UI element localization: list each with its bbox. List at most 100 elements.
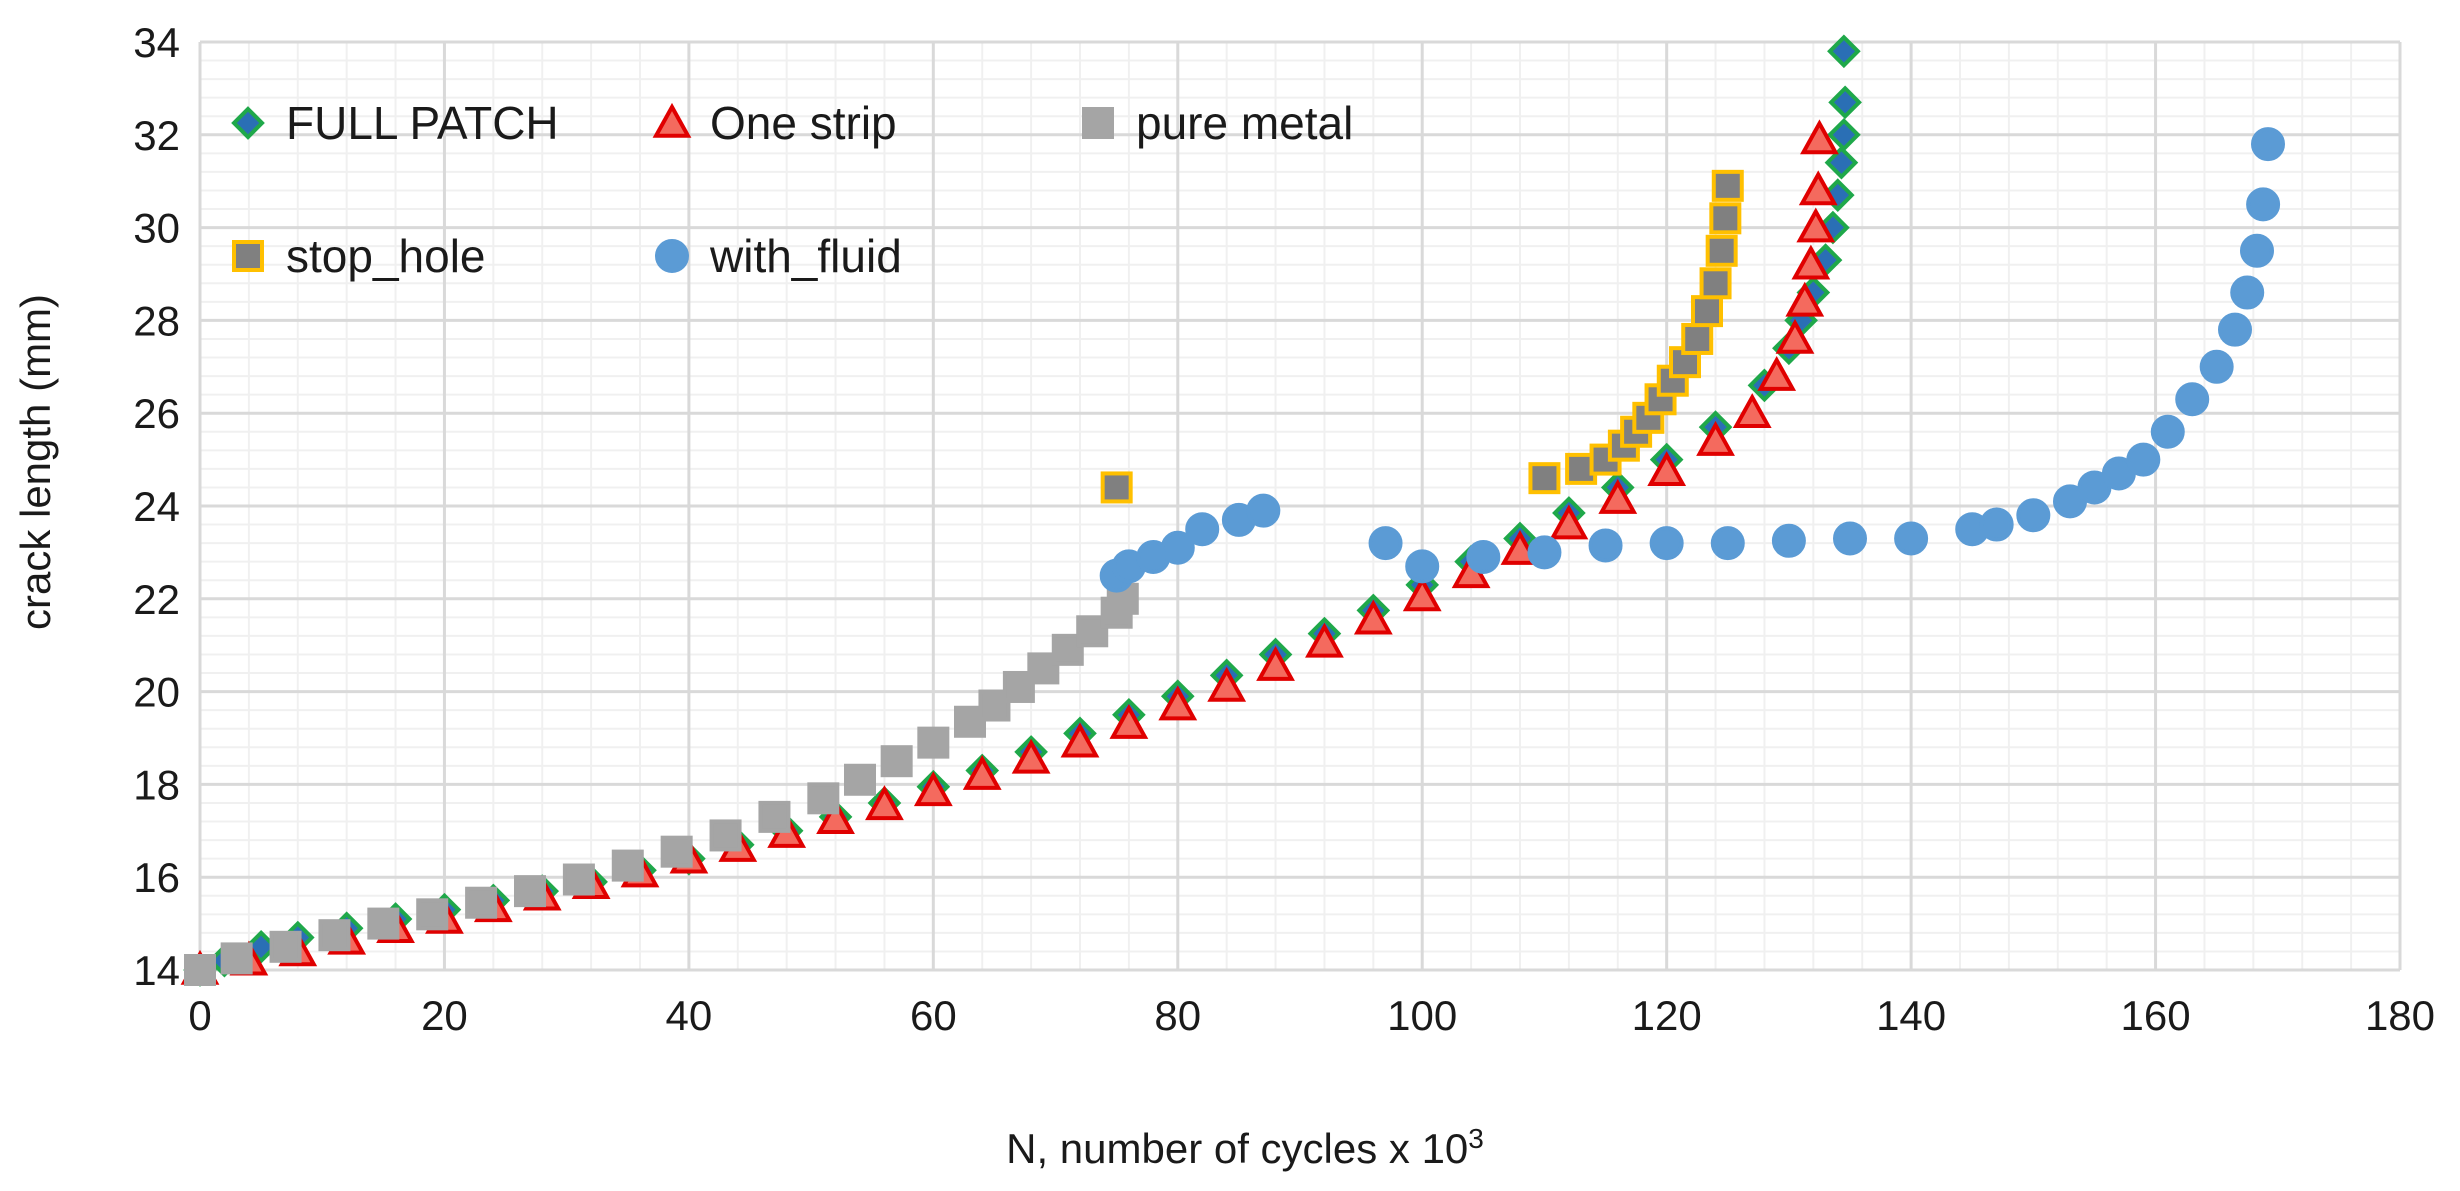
data-point xyxy=(807,782,840,815)
data-point xyxy=(1368,526,1403,561)
data-point xyxy=(1796,207,1836,243)
data-point xyxy=(1711,169,1744,202)
x-tick-label: 40 xyxy=(666,992,713,1039)
data-point xyxy=(1824,145,1859,180)
data-point xyxy=(611,849,644,882)
x-tick-label: 100 xyxy=(1387,992,1457,1039)
data-point xyxy=(367,907,400,940)
x-axis-label: N, number of cycles x 103 xyxy=(1006,1123,1484,1173)
legend-label: One strip xyxy=(710,97,897,149)
x-tick-label: 20 xyxy=(421,992,468,1039)
data-point xyxy=(1598,478,1638,514)
legend-label: stop_hole xyxy=(286,230,486,282)
data-point xyxy=(2240,233,2274,268)
data-point xyxy=(1827,34,1861,69)
data-point xyxy=(880,745,913,778)
data-point xyxy=(562,863,595,896)
data-point xyxy=(758,800,791,833)
data-point xyxy=(865,785,904,821)
series-stop-hole xyxy=(1100,169,1744,504)
data-point xyxy=(844,763,876,796)
legend-item: FULL PATCH xyxy=(231,97,559,149)
legend-marker-icon xyxy=(232,240,264,272)
data-point xyxy=(318,919,351,952)
data-point xyxy=(2150,414,2185,449)
data-point xyxy=(416,898,449,931)
data-point xyxy=(1011,738,1051,774)
x-axis-label-superscript: 3 xyxy=(1468,1123,1484,1154)
data-point xyxy=(1709,202,1742,235)
legend-item: pure metal xyxy=(1082,97,1353,149)
legend-item: with_fluid xyxy=(655,230,902,282)
data-point xyxy=(1791,244,1831,280)
data-point xyxy=(1466,540,1501,575)
x-tick-label: 160 xyxy=(2121,992,2191,1039)
data-point xyxy=(2016,498,2051,533)
data-point xyxy=(1800,119,1839,155)
y-tick-label: 16 xyxy=(133,854,180,901)
data-point xyxy=(709,819,742,852)
data-point xyxy=(913,771,953,807)
data-point xyxy=(917,726,950,759)
data-point xyxy=(1785,281,1825,317)
y-tick-label: 34 xyxy=(133,19,180,66)
data-point xyxy=(269,930,302,963)
data-point xyxy=(1696,420,1735,456)
legend-item: One strip xyxy=(652,97,897,149)
legend-label: pure metal xyxy=(1136,97,1353,149)
data-point xyxy=(1305,622,1344,658)
data-point xyxy=(1775,318,1815,354)
data-point xyxy=(2199,349,2234,384)
data-point xyxy=(2230,275,2265,310)
data-point xyxy=(660,835,693,868)
data-point xyxy=(1353,599,1393,635)
y-axis-ticks: 14 16 18 20 22 24 26 28 30 32 34 xyxy=(133,19,180,994)
data-point xyxy=(1647,451,1687,486)
data-point xyxy=(1649,526,1684,561)
y-axis-label: crack length (mm) xyxy=(12,294,59,630)
data-point xyxy=(1100,471,1133,504)
data-point xyxy=(514,875,546,908)
data-point xyxy=(1691,295,1723,328)
data-point xyxy=(1402,576,1442,612)
data-point xyxy=(1705,234,1738,267)
legend-item: stop_hole xyxy=(232,230,486,282)
legend-marker-icon xyxy=(655,239,689,273)
data-point xyxy=(1527,535,1562,570)
series-pure-metal xyxy=(184,582,1139,986)
data-point xyxy=(184,954,216,986)
data-point xyxy=(2175,382,2210,417)
data-point xyxy=(816,799,855,834)
data-point xyxy=(1405,549,1440,584)
data-point xyxy=(2218,312,2252,347)
data-point xyxy=(1828,85,1862,120)
y-tick-label: 28 xyxy=(133,297,180,344)
y-tick-label: 26 xyxy=(133,390,180,437)
y-tick-label: 30 xyxy=(133,205,180,252)
data-point xyxy=(1798,170,1838,206)
legend-marker-icon xyxy=(1082,107,1114,139)
x-tick-label: 60 xyxy=(910,992,957,1039)
data-point xyxy=(2246,187,2281,222)
data-point xyxy=(1528,462,1561,495)
legend-marker-icon xyxy=(652,102,692,138)
legend-label: with_fluid xyxy=(709,230,902,282)
data-point xyxy=(1027,652,1060,685)
data-series xyxy=(180,34,2285,987)
data-point xyxy=(465,886,498,919)
data-point xyxy=(1757,355,1797,391)
data-point xyxy=(1158,685,1198,721)
legend: FULL PATCH One strip pure metal stop_hole wi… xyxy=(231,97,1353,282)
data-point xyxy=(1207,666,1247,702)
data-point xyxy=(2251,127,2285,162)
data-point xyxy=(1732,393,1772,428)
data-point xyxy=(1771,523,1806,558)
data-point xyxy=(1109,703,1149,739)
legend-label: FULL PATCH xyxy=(286,97,559,149)
data-point xyxy=(1681,322,1714,355)
y-tick-label: 24 xyxy=(133,483,180,530)
data-point xyxy=(1833,521,1867,556)
y-tick-label: 32 xyxy=(133,112,180,159)
